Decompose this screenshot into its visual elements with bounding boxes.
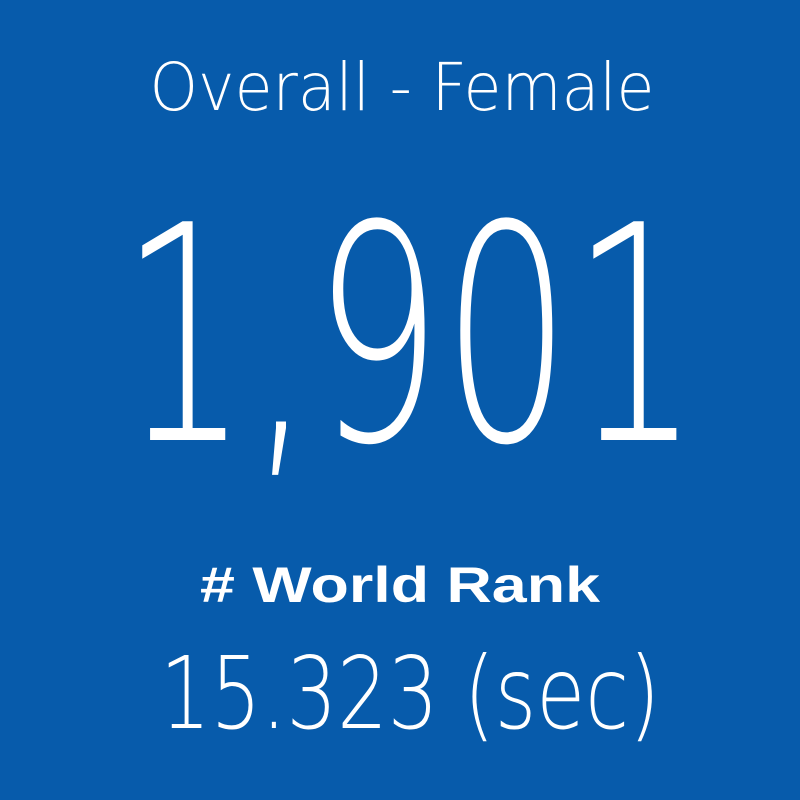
rank-label: # World Rank [200,557,600,613]
rank-value: 1,901 [120,162,700,511]
tile-title: Overall - Female [150,49,655,126]
time-value: 15.323 (sec) [160,635,660,752]
